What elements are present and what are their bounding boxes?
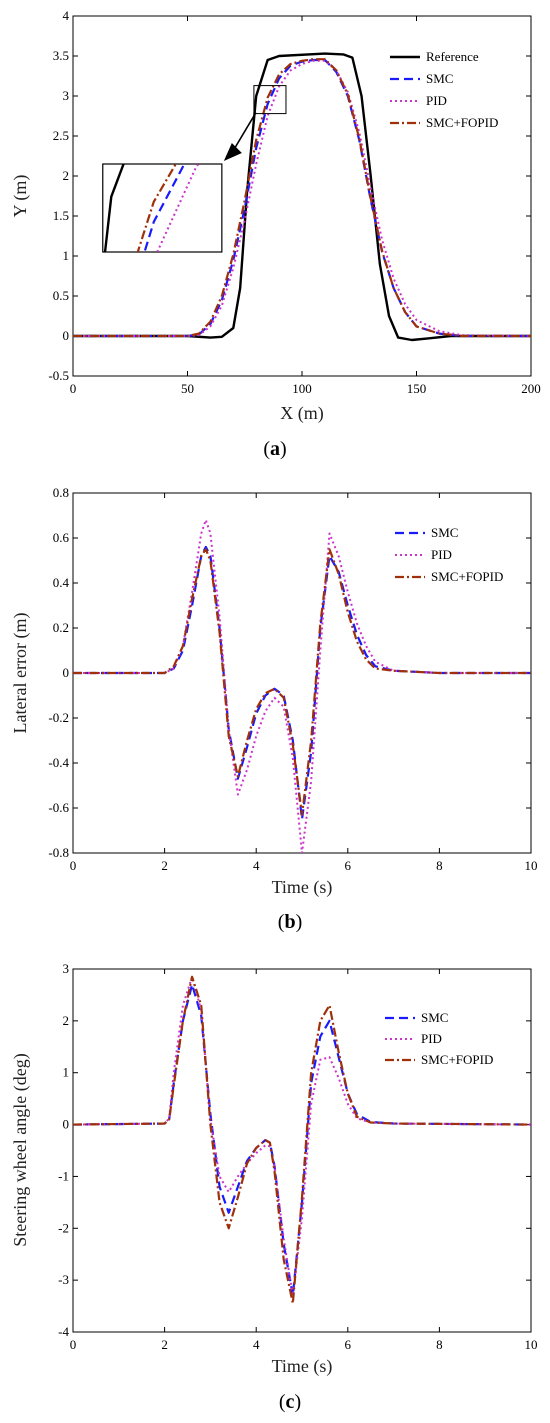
x-tick-label: 150 bbox=[407, 381, 427, 396]
legend-label-smc: SMC bbox=[431, 525, 458, 540]
series-line-smc-fopid bbox=[73, 975, 531, 1305]
y-tick-label: 0 bbox=[63, 328, 70, 343]
legend-label-smc: SMC bbox=[426, 71, 453, 86]
x-tick-label: 0 bbox=[70, 381, 77, 396]
x-tick-label: 100 bbox=[292, 381, 312, 396]
panel-label-a: (a) bbox=[263, 438, 286, 460]
y-tick-label: 2 bbox=[63, 168, 70, 183]
y-tick-label: -0.6 bbox=[48, 800, 69, 815]
x-tick-label: 0 bbox=[70, 1337, 77, 1352]
ticks-b: 0 2 4 6 8 10 -0.8 -0.6 -0.4 -0.2 0 0.2 0.4 0.6 0.8 bbox=[48, 485, 537, 873]
zoom-arrow-head bbox=[223, 143, 242, 161]
plot-area bbox=[72, 968, 532, 1333]
series-line-pid bbox=[73, 59, 531, 337]
x-tick-label: 8 bbox=[436, 858, 443, 873]
x-tick-label: 8 bbox=[436, 1337, 443, 1352]
legend-label-pid: PID bbox=[431, 547, 452, 562]
y-tick-label: 2 bbox=[63, 1013, 70, 1028]
y-tick-label: 0 bbox=[63, 665, 70, 680]
legend-label-reference: Reference bbox=[426, 49, 479, 64]
x-tick-label: 6 bbox=[345, 858, 352, 873]
legend-c: SMC PID SMC+FOPID bbox=[385, 1010, 493, 1067]
y-tick-label: 0.8 bbox=[53, 485, 69, 500]
x-tick-label: 0 bbox=[70, 858, 77, 873]
y-tick-label: 2.5 bbox=[53, 128, 69, 143]
chart-b-lateral-error: 0 2 4 6 8 10 -0.8 -0.6 -0.4 -0.2 0 0.2 0.4 0.6 0.8 SMC… bbox=[10, 485, 538, 933]
panel-label-c: (c) bbox=[279, 1391, 301, 1413]
series-line-pid bbox=[73, 975, 531, 1297]
y-tick-label: -0.2 bbox=[48, 710, 69, 725]
zoom-arrow bbox=[231, 112, 257, 154]
chart-c-steering-angle: 0 2 4 6 8 10 -4 -3 -2 -1 0 1 2 3 SMC PID SMC+FOPID Time… bbox=[10, 961, 538, 1413]
y-tick-label: -2 bbox=[58, 1220, 69, 1235]
y-tick-label: 0.2 bbox=[53, 620, 69, 635]
x-axis-label: X (m) bbox=[280, 403, 324, 424]
series-line-smc-fopid bbox=[73, 548, 531, 816]
series-line-reference bbox=[73, 52, 531, 342]
series-line-smc-fopid bbox=[73, 58, 531, 338]
y-tick-label: -4 bbox=[58, 1324, 69, 1339]
x-axis-label: Time (s) bbox=[272, 877, 333, 898]
y-tick-label: -1 bbox=[58, 1168, 69, 1183]
series-line-pid bbox=[73, 519, 531, 853]
y-axis-label: Y (m) bbox=[10, 175, 31, 218]
y-tick-label: 3.5 bbox=[53, 48, 69, 63]
ticks-c: 0 2 4 6 8 10 -4 -3 -2 -1 0 1 2 3 bbox=[58, 961, 537, 1352]
y-tick-label: 1 bbox=[63, 1065, 70, 1080]
y-tick-label: -3 bbox=[58, 1272, 69, 1287]
x-axis-label: Time (s) bbox=[272, 1356, 333, 1377]
y-tick-label: -0.8 bbox=[48, 845, 69, 860]
inset-a bbox=[102, 85, 287, 253]
y-axis-label: Lateral error (m) bbox=[10, 613, 31, 734]
x-tick-label: 10 bbox=[525, 1337, 538, 1352]
ticks-a: 0 50 100 150 200-0.500.511.522.533.54 bbox=[48, 8, 540, 396]
y-tick-label: 0.5 bbox=[53, 288, 69, 303]
legend-a: Reference SMC PID SMC+FOPID bbox=[390, 49, 498, 130]
y-tick-label: 4 bbox=[63, 8, 70, 23]
x-tick-label: 50 bbox=[181, 381, 194, 396]
zoom-source-box bbox=[253, 85, 287, 115]
legend-label-pid: PID bbox=[421, 1031, 442, 1046]
x-tick-label: 10 bbox=[525, 858, 538, 873]
y-tick-label: 3 bbox=[63, 961, 70, 976]
chart-a-trajectory: 0 50 100 150 200-0.500.511.522.533.54 Refere… bbox=[10, 8, 541, 460]
legend-label-smc-fopid: SMC+FOPID bbox=[426, 115, 498, 130]
series-layer-c bbox=[73, 975, 531, 1305]
x-tick-label: 200 bbox=[521, 381, 541, 396]
y-axis-label: Steering wheel angle (deg) bbox=[10, 1053, 31, 1246]
x-tick-label: 2 bbox=[161, 858, 168, 873]
x-tick-label: 4 bbox=[253, 858, 260, 873]
series-layer-a bbox=[73, 52, 531, 342]
y-tick-label: 0.4 bbox=[53, 575, 70, 590]
panel-label-b: (b) bbox=[278, 911, 302, 933]
x-tick-label: 4 bbox=[253, 1337, 260, 1352]
y-tick-label: 0 bbox=[63, 1117, 70, 1132]
y-tick-label: 1 bbox=[63, 248, 70, 263]
y-tick-label: 1.5 bbox=[53, 208, 69, 223]
y-tick-label: -0.4 bbox=[48, 755, 69, 770]
legend-label-pid: PID bbox=[426, 93, 447, 108]
y-tick-label: 0.6 bbox=[53, 530, 70, 545]
y-tick-label: 3 bbox=[63, 88, 70, 103]
legend-label-smc: SMC bbox=[421, 1010, 448, 1025]
y-tick-label: -0.5 bbox=[48, 368, 69, 383]
legend-label-smc-fopid: SMC+FOPID bbox=[431, 569, 503, 584]
x-tick-label: 6 bbox=[345, 1337, 352, 1352]
series-layer-b bbox=[73, 519, 531, 853]
legend-b: SMC PID SMC+FOPID bbox=[395, 525, 503, 584]
legend-label-smc-fopid: SMC+FOPID bbox=[421, 1052, 493, 1067]
x-tick-label: 2 bbox=[161, 1337, 168, 1352]
